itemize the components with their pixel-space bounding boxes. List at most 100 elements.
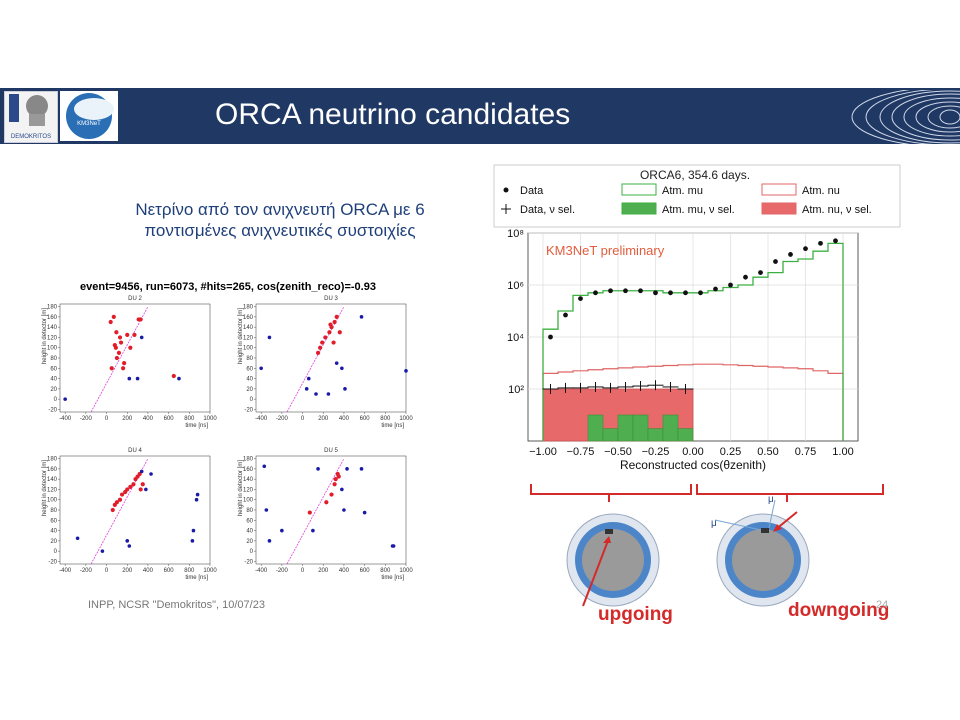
blue-hit [264,508,269,512]
y-tick-label: 40 [50,529,57,535]
legend-label: Atm. mu, ν sel. [662,204,735,216]
legend-swatch [621,202,657,215]
legend-swatch [761,202,797,215]
red-hit [327,330,332,335]
x-tick-label: 1000 [399,568,413,574]
data-point [788,252,793,257]
y-tick-label: 20 [246,387,253,393]
y-tick-label: 180 [243,305,254,311]
blue-hit [190,539,195,543]
legend-entry: Atm. mu, ν sel. [621,202,735,216]
y-axis-label: height in detector [m] [238,460,244,516]
y-tick-label: 0 [54,397,58,403]
data-point [593,290,598,296]
data-point [758,270,763,275]
blue-hit [139,469,144,474]
x-tick-label: 0.25 [720,446,741,458]
blue-hit [391,544,396,548]
red-hit [138,317,143,322]
blue-hit [127,376,132,381]
y-tick-label: 60 [246,366,253,372]
y-tick-label: 160 [243,315,254,321]
red-hit [318,345,323,350]
red-hit [114,500,119,505]
panel-title: DU 5 [324,448,338,454]
y-tick-label: 100 [243,498,254,504]
blue-hit [359,315,364,319]
y-tick-label: 80 [246,356,253,362]
x-tick-label: 1000 [399,416,413,422]
legend-marker-dot [503,187,509,193]
series-atm-mu [542,242,844,441]
y-tick-label: 140 [243,477,254,483]
y-tick-label: 0 [54,549,58,555]
red-hit [323,335,328,340]
data-point [548,334,553,340]
legend-label: Data, ν sel. [520,204,575,216]
blue-hit [306,376,311,381]
x-tick-label: −1.00 [529,446,557,458]
x-tick-label: 1000 [203,416,217,422]
greek-subtitle-line-1: Νετρίνο από τον ανιχνευτή ORCA με 6 [135,200,425,219]
red-hit [333,477,338,482]
blue-hit [262,464,267,469]
data-point [608,288,613,294]
y-tick-label: 10⁸ [507,228,524,240]
y-tick-label: 20 [50,539,57,545]
y-tick-label: 120 [243,487,254,493]
x-tick-label: 400 [339,568,350,574]
x-tick-label: 1000 [203,568,217,574]
blue-hit [345,467,349,471]
bar-atm-mu-sel [632,414,649,442]
y-tick-label: 100 [243,346,254,352]
upgoing-earth-diagram [566,513,660,607]
red-hit [128,345,133,350]
panel-frame [59,455,211,565]
y-tick-label: 80 [50,508,57,514]
x-tick-label: -200 [276,568,289,574]
red-hit [171,373,176,379]
blue-hit [314,392,318,396]
red-hit [116,350,122,355]
mu-symbol-left: μ [711,518,717,529]
red-hit [315,350,321,355]
greek-subtitle: Νετρίνο από τον ανιχνευτή ORCA με 6 ποντ… [95,199,465,241]
x-tick-label: 0.00 [682,446,703,458]
x-tick-label: -400 [255,568,268,574]
red-hit [307,510,312,515]
x-tick-label: 200 [318,416,329,422]
x-tick-label: 200 [318,568,329,574]
blue-hit [342,508,346,512]
x-tick-label: 800 [184,568,195,574]
y-tick-label: 80 [246,508,253,514]
y-tick-label: 100 [47,498,58,504]
red-hit [119,492,125,497]
y-tick-label: 10² [508,384,524,396]
slide-title: ORCA neutrino candidates [215,98,571,131]
upgoing-label: upgoing [598,604,673,625]
y-tick-label: 180 [47,457,58,463]
data-point [683,290,688,296]
x-tick-label: 800 [380,416,391,422]
red-hit [138,487,143,492]
y-tick-label: 160 [243,467,254,473]
x-tick-label: 1.00 [832,446,853,458]
x-tick-label: 600 [164,416,175,422]
blue-hit [191,528,196,533]
y-tick-label: 140 [243,325,254,331]
blue-hit [195,492,200,497]
red-hit [329,492,334,497]
blue-hit [316,467,320,471]
y-axis-label: height in detector [m] [238,308,244,364]
red-hit [128,484,133,489]
data-point [803,246,808,252]
y-tick-label: 140 [47,325,58,331]
event-panel: DU 4-400 -200 0 200 400 600 800 1000-2002040608… [42,448,217,581]
red-hit [109,366,114,371]
y-tick-label: 40 [246,377,253,383]
x-tick-label: 0 [105,568,109,574]
x-tick-label: 800 [184,416,195,422]
blue-hit [149,472,153,476]
blue-hit [404,369,408,373]
svg-text:DEMOKRITOS: DEMOKRITOS [11,134,51,140]
